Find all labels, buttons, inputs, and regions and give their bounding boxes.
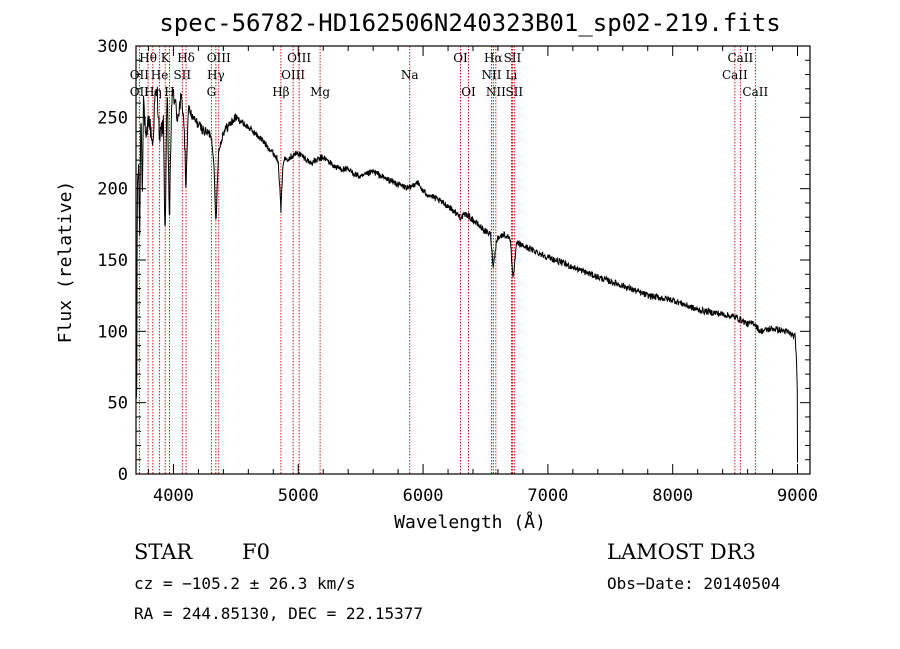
spectral-line-label-12: Hβ <box>272 85 289 99</box>
y-tick-label-1: 50 <box>108 394 128 414</box>
spectral-line-label-19: Hα <box>484 51 503 65</box>
spectral-line-label-13: OIII <box>287 51 311 65</box>
spectral-line-label-9: OIII <box>207 51 231 65</box>
spectral-line-label-22: Li <box>506 68 518 82</box>
y-axis-label: Flux (relative) <box>55 181 76 344</box>
spectral-line-label-16: Na <box>401 68 419 82</box>
spectral-line-label-21: NII <box>481 68 501 82</box>
spectral-line-label-20: SII <box>504 51 522 65</box>
x-tick-label-1: 5000 <box>278 486 319 506</box>
x-axis-label: Wavelength (Å) <box>394 511 546 533</box>
chart-title: spec-56782-HD162506N240323B01_sp02-219.f… <box>159 9 780 37</box>
x-tick-label-5: 9000 <box>777 486 818 506</box>
x-tick-label-4: 8000 <box>652 486 693 506</box>
coordinates: RA = 244.85130, DEC = 22.15377 <box>134 604 423 623</box>
spectral-line-label-0: Hθ <box>139 51 157 65</box>
x-tick-label-3: 7000 <box>527 486 568 506</box>
spectral-line-label-6: OII <box>130 85 150 99</box>
spectral-line-label-26: CaII <box>722 68 748 82</box>
spectral-line-label-24: SII <box>505 85 523 99</box>
spectral-line-label-4: He <box>151 68 169 82</box>
spectral-line-label-18: OI <box>461 85 476 99</box>
obs-date: Obs−Date: 20140504 <box>607 574 780 593</box>
spectral-line-label-27: CaII <box>742 85 768 99</box>
spectral-line-label-23: NII <box>486 85 506 99</box>
x-axis-ticks: 4000 5000 6000 7000 8000 9000 <box>147 46 818 506</box>
spectral-line-label-17: OI <box>453 51 468 65</box>
spectral-line-label-5: SII <box>173 68 191 82</box>
object-type: STAR <box>134 540 193 564</box>
spectrum-series-line <box>135 86 799 463</box>
y-tick-label-5: 250 <box>97 108 128 128</box>
spectral-line-markers <box>138 46 756 474</box>
y-axis-ticks: 0 50 100 150 200 250 300 <box>97 37 810 485</box>
spectral-line-label-11: G <box>207 85 217 99</box>
spectral-line-label-25: CaII <box>727 51 753 65</box>
y-tick-label-4: 200 <box>97 180 128 200</box>
y-tick-label-0: 0 <box>118 465 128 485</box>
x-tick-label-2: 6000 <box>403 486 444 506</box>
plot-frame <box>135 45 811 475</box>
spectral-line-label-2: Hδ <box>177 51 195 65</box>
y-tick-label-3: 150 <box>97 251 128 271</box>
y-tick-label-2: 100 <box>97 322 128 342</box>
spectral-line-label-8: H <box>164 85 174 99</box>
spectral-line-label-14: OIII <box>281 68 305 82</box>
spectral-line-label-15: Mg <box>310 85 330 99</box>
spectral-line-label-1: K <box>161 51 171 65</box>
spectral-line-label-7: Hη <box>144 85 162 99</box>
spectral-line-label-10: Hγ <box>207 68 225 82</box>
redshift-cz: cz = −105.2 ± 26.3 km/s <box>134 574 356 593</box>
survey-name: LAMOST DR3 <box>607 540 756 564</box>
x-tick-label-0: 4000 <box>153 486 194 506</box>
y-tick-label-6: 300 <box>97 37 128 57</box>
subclass: F0 <box>242 540 270 564</box>
